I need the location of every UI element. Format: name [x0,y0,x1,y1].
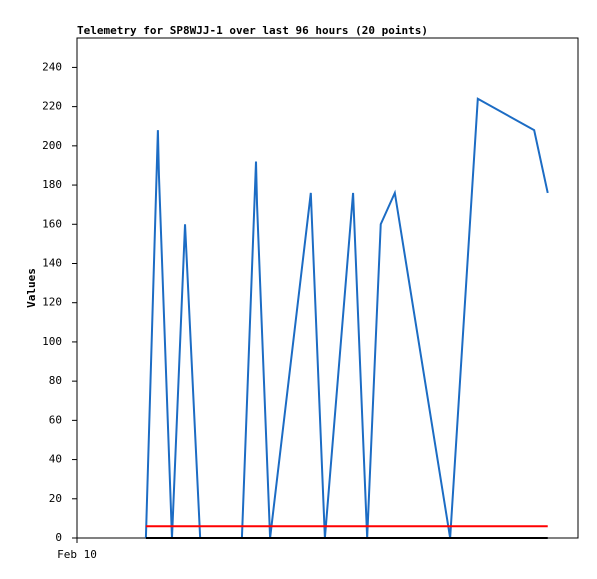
y-tick-label: 40 [49,453,62,466]
y-tick-label: 160 [42,217,62,230]
y-tick-label: 140 [42,256,62,269]
y-tick-label: 20 [49,492,62,505]
y-tick-label: 80 [49,374,62,387]
y-tick-label: 100 [42,335,62,348]
x-tick-label: Feb 10 [57,548,97,561]
plot-area [76,37,579,539]
y-tick-label: 120 [42,296,62,309]
y-tick-label: 180 [42,178,62,191]
y-axis-title: Values [25,268,38,308]
y-tick-label: 220 [42,100,62,113]
y-tick-label: 240 [42,60,62,73]
y-tick-label: 60 [49,413,62,426]
y-tick-label: 0 [55,531,62,544]
series-line [144,97,549,539]
chart-title: Telemetry for SP8WJJ-1 over last 96 hour… [77,24,428,37]
y-tick-label: 200 [42,139,62,152]
